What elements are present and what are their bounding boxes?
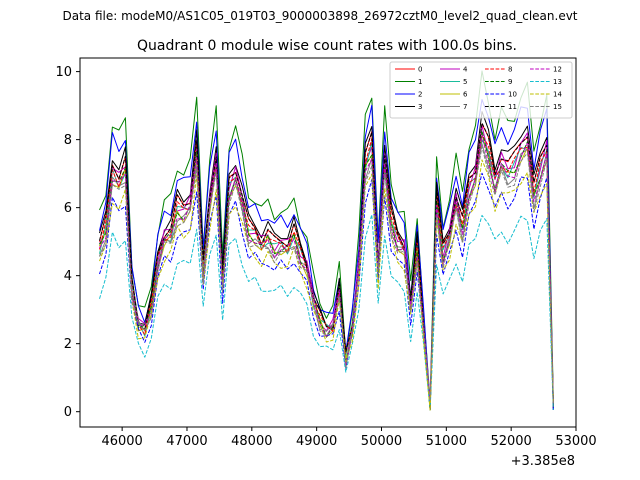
legend-label-11: 11 [508,103,517,111]
series-line-9 [99,130,554,404]
legend-label-5: 5 [463,78,467,86]
y-tick-label: 4 [64,269,72,284]
series-line-0 [99,123,554,411]
series-line-15 [99,146,554,404]
x-tick-label: 49000 [296,434,337,449]
x-tick-label: 50000 [361,434,402,449]
x-offset-label: +3.385e8 [511,454,575,469]
series-line-6 [99,134,554,408]
legend-box [389,61,573,119]
y-tick-label: 6 [64,201,72,216]
plot-frame [79,57,577,428]
y-tick-label: 2 [64,337,72,352]
legend-label-6: 6 [463,91,468,99]
legend-label-12: 12 [553,66,562,74]
series-line-2 [99,99,554,411]
legend-label-7: 7 [463,103,467,111]
plot-area [99,70,554,411]
legend-label-10: 10 [508,91,517,99]
legend-label-3: 3 [418,103,422,111]
x-axis: 46000 47000 48000 49000 50000 51000 52000 53000 [101,427,597,449]
series-line-11 [99,122,554,411]
y-tick-label: 8 [64,133,72,148]
series-line-8 [99,134,554,411]
x-tick-label: 47000 [166,434,207,449]
legend-label-14: 14 [553,91,562,99]
series-line-13 [99,214,554,411]
x-tick-label: 51000 [426,434,467,449]
x-tick-label: 48000 [231,434,272,449]
series-line-10 [99,172,554,411]
y-axis: 0 2 4 6 8 10 [55,65,80,420]
x-tick-label: 52000 [490,434,531,449]
x-tick-label: 53000 [555,434,596,449]
y-tick-label: 10 [55,65,72,80]
series-line-12 [99,134,554,402]
chart-suptitle: Data file: modeM0/AS1C05_019T03_90000038… [62,9,577,23]
legend-label-9: 9 [508,78,512,86]
legend-label-1: 1 [418,78,422,86]
legend-label-15: 15 [553,103,562,111]
legend-label-4: 4 [463,66,468,74]
series-line-4 [99,125,554,403]
legend-label-13: 13 [553,78,562,86]
y-tick-label: 0 [64,405,72,420]
series-line-7 [99,143,554,407]
x-tick-label: 46000 [101,434,142,449]
legend-label-0: 0 [418,66,422,74]
chart-title: Quadrant 0 module wise count rates with … [137,38,517,54]
legend-label-8: 8 [508,66,512,74]
series-line-14 [99,159,554,411]
series-line-5 [99,139,554,411]
legend-label-2: 2 [418,91,422,99]
